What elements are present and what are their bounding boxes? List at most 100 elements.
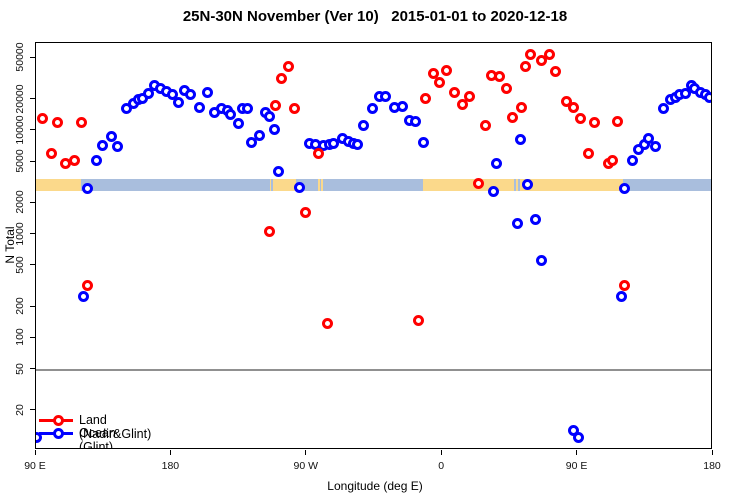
land-data-point [433,76,445,88]
land-data-point [507,112,519,124]
ocean-data-point [649,141,661,153]
band-segment-land [318,179,320,191]
ocean-data-point [293,181,305,193]
ocean-data-point [36,432,42,444]
band-segment-land [422,179,514,191]
ocean-data-point [396,101,408,113]
x-axis-tick [34,450,36,455]
band-segment-ocean [319,179,322,191]
ocean-line-symbol [39,428,73,439]
land-data-point [588,117,600,129]
ocean-data-point [679,87,691,99]
ocean-data-point [172,97,184,109]
land-data-point [575,113,587,125]
ocean-data-point [627,155,638,167]
ocean-data-point [184,88,196,100]
ocean-data-point [241,102,253,114]
y-axis-tick-label: 2000 [14,190,26,215]
ocean-data-point [657,102,669,114]
plot-area: Land (Nadir&Glint) Ocean (Glint) [35,42,712,449]
land-data-point [567,102,579,114]
band-segment-ocean [622,179,711,191]
ocean-data-point [263,111,275,123]
land-data-point [276,72,288,84]
band-segment-land [36,179,82,191]
ocean-data-point [166,88,178,100]
land-data-point [313,147,325,159]
ocean-data-point [535,255,547,267]
chart-title: 25N-30N November (Ver 10) 2015-01-01 to … [182,8,568,25]
y-axis-tick [30,56,35,58]
ocean-data-point [253,130,265,142]
land-data-point [582,147,594,159]
ocean-data-point [143,87,155,99]
y-axis-tick [30,368,35,370]
land-data-point [299,206,311,218]
land-data-point [420,92,432,104]
x-axis-tick-label: 0 [438,460,445,472]
ocean-data-point [619,182,631,194]
land-data-point [618,280,630,292]
x-axis-tick-label: 90 W [293,460,319,472]
ocean-data-point [112,141,124,153]
y-axis-tick [30,129,35,131]
ocean-data-point [245,137,257,149]
band-segment-ocean [81,179,270,191]
band-segment-ocean [271,179,274,191]
ocean-data-point [225,109,237,121]
x-axis-tick [169,450,171,455]
x-axis-tick-label: 180 [161,460,180,472]
ocean-data-point [642,133,654,145]
band-segment-land [519,179,623,191]
legend-label-ocean: Ocean (Glint) [79,426,116,449]
land-data-point [606,154,618,166]
ocean-data-point [232,118,244,130]
land-data-point [413,314,425,326]
land-data-point [520,61,532,73]
band-segment-land [515,179,518,191]
land-data-point [441,64,453,76]
land-data-point [516,102,528,114]
legend-label-land: Land (Nadir&Glint) [79,413,152,441]
x-axis-tick [576,450,578,455]
land-data-point [289,102,301,114]
x-axis-tick [440,450,442,455]
y-axis-title: N Total [3,226,17,264]
land-data-point [463,91,475,102]
y-axis-tick [30,409,35,411]
ocean-data-point [522,178,534,190]
band-segment-ocean [513,179,516,191]
y-axis-tick [30,264,35,266]
y-axis-tick [30,305,35,307]
ocean-data-point [352,139,364,151]
land-data-point [36,113,48,125]
x-axis-tick-label: 180 [703,460,721,472]
ocean-data-point [105,131,117,143]
land-data-point [525,49,537,61]
ocean-data-point [90,155,102,167]
land-data-point [283,60,295,72]
land-data-point [457,99,468,111]
ocean-circle-icon [53,428,64,439]
land-data-point [321,317,333,329]
land-data-point [448,86,460,98]
x-axis-tick-label: 90 E [565,460,588,472]
ocean-data-point [409,115,421,127]
land-data-point [550,66,562,78]
land-data-point [81,280,93,292]
ocean-data-point [367,102,379,114]
land-data-point [75,117,87,129]
x-axis-tick [305,450,307,455]
band-segment-ocean [517,179,520,191]
y-axis-tick [30,160,35,162]
y-axis-tick-label: 20 [14,404,26,416]
ocean-data-point [514,134,526,146]
land-circle-icon [53,415,64,426]
ocean-data-point [358,120,370,132]
ocean-data-point [490,157,502,169]
ocean-data-point [77,290,89,302]
y-axis-tick [30,336,35,338]
reference-line-50 [36,368,711,371]
land-data-point [535,54,547,66]
